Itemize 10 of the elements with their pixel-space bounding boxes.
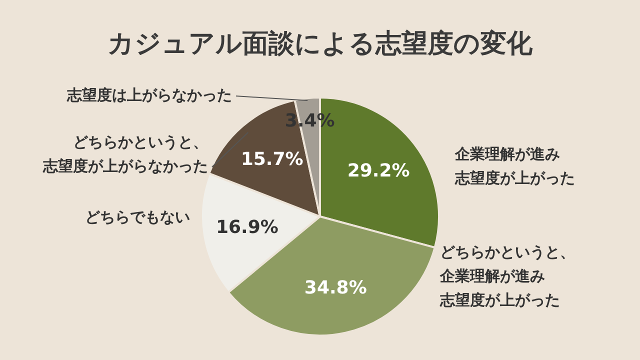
- slice-label: どちらかというと、企業理解が進み志望度が上がった: [439, 242, 575, 309]
- chart-title: カジュアル面談による志望度の変化: [108, 28, 534, 59]
- data-label: 16.9%: [216, 216, 278, 238]
- data-label: 15.7%: [240, 149, 304, 170]
- data-label: 29.2%: [347, 160, 410, 182]
- data-label: 34.8%: [304, 277, 367, 298]
- slice-label: どちらでもない: [85, 208, 190, 226]
- slice-label: 志望度は上がらなかった: [66, 86, 232, 104]
- slice-label: どちらかというと、志望度が上がらなかった: [42, 132, 208, 175]
- slice-label: 企業理解が進み志望度が上がった: [454, 144, 575, 187]
